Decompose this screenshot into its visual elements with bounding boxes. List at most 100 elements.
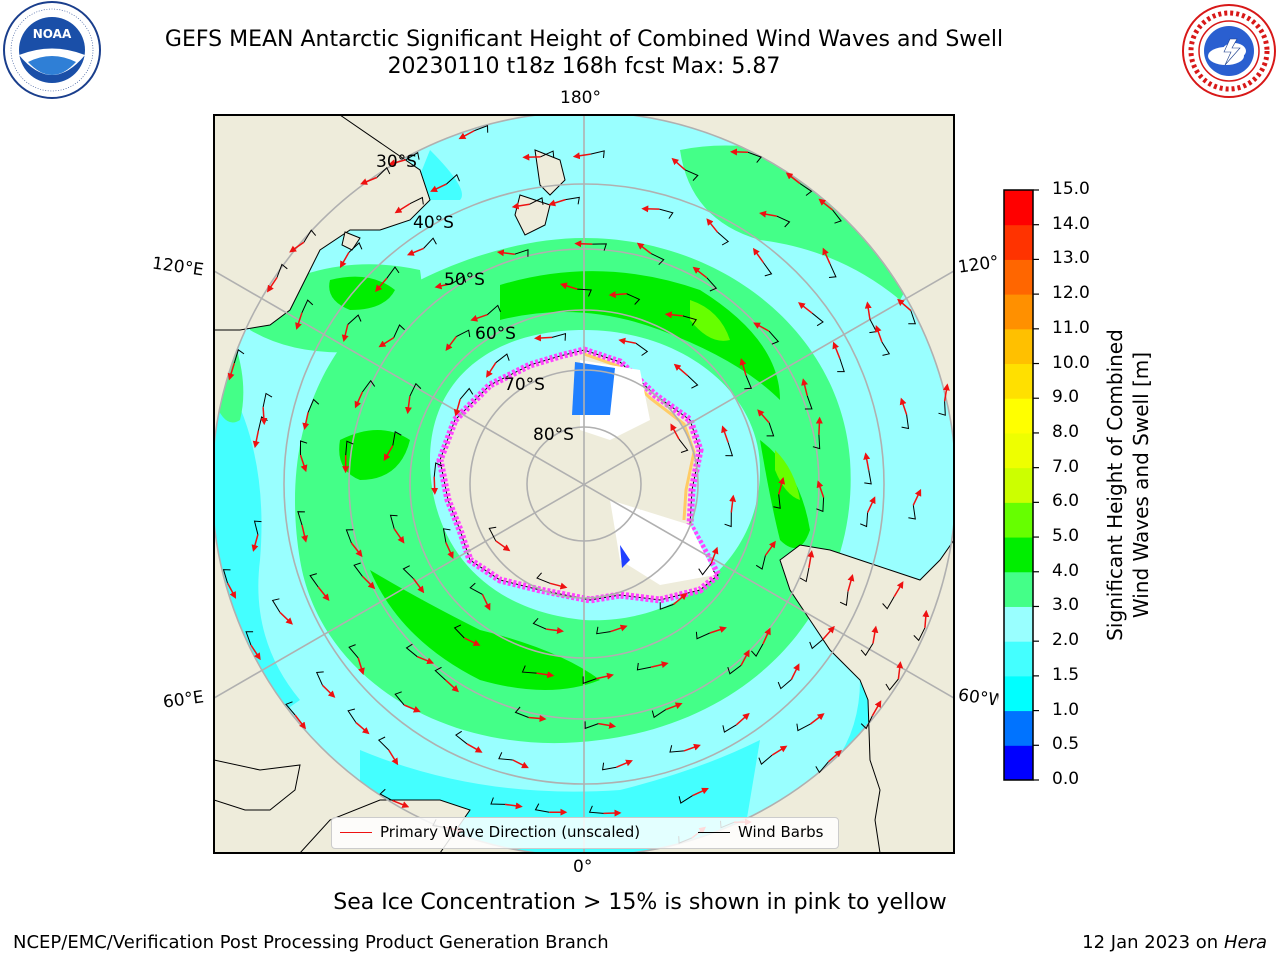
footer-date: 12 Jan 2023 on Hera xyxy=(1082,932,1267,953)
colorbar-title-line2: Wind Waves and Swell [m] xyxy=(1129,351,1153,619)
colorbar-swatch xyxy=(1004,710,1033,746)
wind-barb xyxy=(348,644,359,659)
wind-barb xyxy=(456,329,471,338)
wind-barb xyxy=(776,215,791,228)
wave-direction-arrow xyxy=(417,656,435,665)
wind-barb xyxy=(315,671,324,686)
wind-barb xyxy=(678,795,693,804)
wave-direction-arrow xyxy=(504,802,523,810)
wave-direction-arrow xyxy=(706,218,719,233)
wave-direction-arrow xyxy=(481,594,491,611)
wind-barb xyxy=(684,169,699,181)
wave-direction-arrow xyxy=(339,252,350,269)
svg-text:NOAA: NOAA xyxy=(33,27,72,41)
wind-barb xyxy=(758,754,773,766)
wave-direction-arrow xyxy=(486,362,497,378)
wave-direction-arrow xyxy=(863,452,871,471)
wave-direction-arrow xyxy=(710,546,719,564)
lat-label-70s: 70°S xyxy=(504,375,545,395)
wave-direction-arrow xyxy=(671,157,686,171)
wind-barb xyxy=(488,526,497,542)
wind-barb xyxy=(361,379,376,393)
wave-direction-arrow xyxy=(764,540,776,556)
wave-direction-arrow xyxy=(610,624,628,633)
wave-direction-arrow xyxy=(807,550,815,568)
wind-barb xyxy=(799,183,813,196)
colorbar-tick-label: 12.0 xyxy=(1052,283,1090,304)
wind-barb xyxy=(635,342,649,356)
red-line-icon xyxy=(340,832,372,833)
wave-direction-arrow xyxy=(596,672,614,680)
wave-direction-arrow xyxy=(403,704,421,713)
wind-barb xyxy=(233,348,245,364)
colorbar-swatch xyxy=(1004,641,1033,677)
wind-barb xyxy=(433,462,443,477)
wave-direction-arrow xyxy=(357,657,365,676)
wind-barb xyxy=(860,643,874,657)
wave-direction-arrow xyxy=(301,524,308,543)
wave-direction-arrow xyxy=(559,282,578,290)
wind-barb xyxy=(309,573,319,588)
wind-barb xyxy=(659,602,674,610)
wave-direction-arrow xyxy=(355,721,370,735)
wind-barb xyxy=(682,315,698,326)
wind-barb xyxy=(423,237,437,249)
colorbar-tick-label: 11.0 xyxy=(1052,317,1090,338)
wind-barb xyxy=(409,196,424,205)
lat-label-40s: 40°S xyxy=(413,213,454,233)
wave-direction-arrow xyxy=(673,363,688,376)
wind-barb xyxy=(799,567,810,583)
wave-direction-arrow xyxy=(942,383,950,402)
wind-barb xyxy=(469,582,483,595)
wave-direction-arrow xyxy=(757,409,770,424)
wave-direction-arrow xyxy=(912,488,922,506)
wind-barb xyxy=(678,438,689,453)
lat-label-80s: 80°S xyxy=(533,425,574,445)
wind-barb xyxy=(540,150,555,159)
wave-direction-arrow xyxy=(361,575,376,590)
wind-barb xyxy=(498,752,513,761)
wave-direction-arrow xyxy=(453,398,461,417)
wave-direction-arrow xyxy=(735,712,750,726)
wave-direction-arrow xyxy=(740,649,750,666)
wave-direction-arrow xyxy=(321,684,336,698)
colorbar-tick-label: 6.0 xyxy=(1052,491,1080,512)
wave-direction-arrow xyxy=(616,759,633,768)
wave-direction-arrow xyxy=(822,247,831,265)
wind-barb xyxy=(300,440,308,455)
wave-direction-arrow xyxy=(404,396,412,415)
wave-direction-arrow xyxy=(664,311,683,319)
wind-barb xyxy=(529,197,544,205)
wind-barb xyxy=(446,173,460,185)
wind-barb xyxy=(303,229,317,243)
wave-direction-arrow xyxy=(378,337,395,348)
wave-direction-arrow xyxy=(790,663,800,680)
wind-barb xyxy=(307,398,320,413)
wind-barb xyxy=(495,353,510,364)
wave-direction-arrow xyxy=(266,277,278,293)
wave-direction-arrow xyxy=(896,661,904,680)
wind-barb xyxy=(582,676,597,685)
wave-direction-arrow xyxy=(762,627,771,645)
wind-barb xyxy=(698,563,712,576)
wave-direction-arrow xyxy=(847,573,855,592)
colorbar-swatch xyxy=(1004,224,1033,260)
wind-barb xyxy=(301,299,314,314)
wind-barb xyxy=(596,626,611,635)
colorbar-tick-label: 8.0 xyxy=(1052,421,1080,442)
colorbar-swatch xyxy=(1004,502,1033,538)
wave-direction-arrow xyxy=(546,627,564,634)
colorbar-swatch xyxy=(1004,398,1033,434)
wind-barb xyxy=(514,706,529,718)
wave-direction-arrow xyxy=(692,787,709,797)
wave-direction-arrow xyxy=(374,277,388,293)
wave-direction-arrow xyxy=(463,637,481,646)
wind-barb xyxy=(901,414,910,430)
colorbar-tick-label: 0.0 xyxy=(1052,769,1080,789)
wind-barb xyxy=(285,701,296,716)
colorbar-swatch xyxy=(1004,537,1033,573)
wind-barb xyxy=(812,434,821,450)
wave-direction-arrow xyxy=(665,702,683,711)
wave-direction-arrow xyxy=(721,425,729,443)
